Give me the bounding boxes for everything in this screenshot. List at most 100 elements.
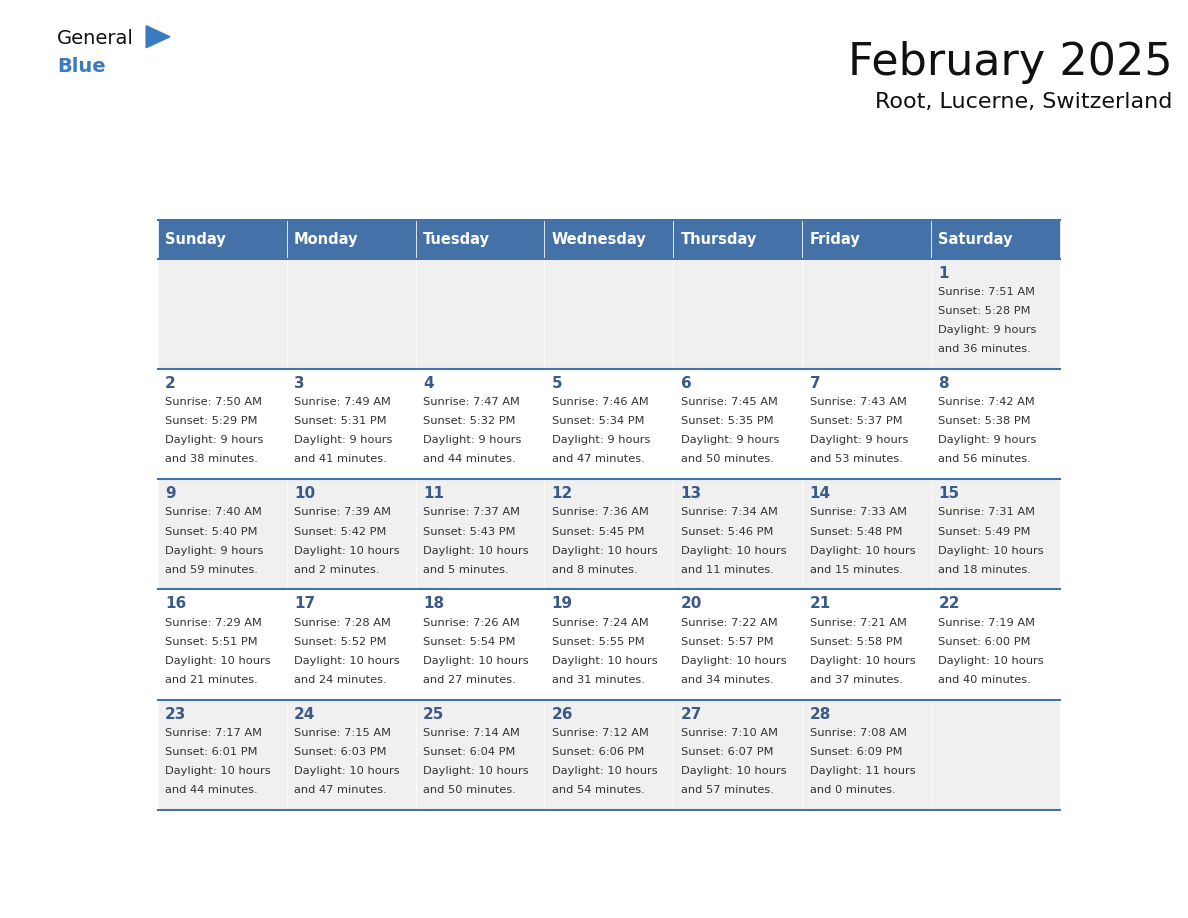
- Text: Sunrise: 7:34 AM: Sunrise: 7:34 AM: [681, 508, 777, 518]
- Text: Sunset: 5:37 PM: Sunset: 5:37 PM: [809, 416, 902, 426]
- Text: 27: 27: [681, 707, 702, 722]
- Text: 20: 20: [681, 597, 702, 611]
- Text: Sunrise: 7:43 AM: Sunrise: 7:43 AM: [809, 397, 906, 408]
- Text: 1: 1: [939, 265, 949, 281]
- Text: and 18 minutes.: and 18 minutes.: [939, 565, 1031, 575]
- Text: and 11 minutes.: and 11 minutes.: [681, 565, 773, 575]
- Text: Daylight: 10 hours: Daylight: 10 hours: [809, 655, 915, 666]
- Text: and 50 minutes.: and 50 minutes.: [423, 785, 516, 795]
- Bar: [416, 589, 544, 700]
- Bar: [931, 589, 1060, 700]
- Text: 25: 25: [423, 707, 444, 722]
- Text: General: General: [57, 29, 134, 49]
- Text: Daylight: 10 hours: Daylight: 10 hours: [423, 655, 529, 666]
- Bar: [802, 369, 931, 479]
- Text: Sunrise: 7:19 AM: Sunrise: 7:19 AM: [939, 618, 1036, 628]
- Text: and 41 minutes.: and 41 minutes.: [293, 454, 387, 465]
- Text: Daylight: 10 hours: Daylight: 10 hours: [551, 655, 657, 666]
- Text: Sunset: 6:01 PM: Sunset: 6:01 PM: [165, 747, 258, 757]
- Text: Sunrise: 7:40 AM: Sunrise: 7:40 AM: [165, 508, 261, 518]
- Text: Sunrise: 7:08 AM: Sunrise: 7:08 AM: [809, 728, 906, 738]
- Text: Sunrise: 7:14 AM: Sunrise: 7:14 AM: [423, 728, 519, 738]
- Text: and 27 minutes.: and 27 minutes.: [423, 675, 516, 685]
- Text: 19: 19: [551, 597, 573, 611]
- Text: 18: 18: [423, 597, 444, 611]
- Bar: [674, 700, 802, 810]
- Text: Sunrise: 7:12 AM: Sunrise: 7:12 AM: [551, 728, 649, 738]
- Text: and 59 minutes.: and 59 minutes.: [165, 565, 258, 575]
- Text: 10: 10: [293, 487, 315, 501]
- Text: 21: 21: [809, 597, 830, 611]
- Bar: [158, 259, 286, 369]
- Text: Sunrise: 7:33 AM: Sunrise: 7:33 AM: [809, 508, 906, 518]
- Text: and 38 minutes.: and 38 minutes.: [165, 454, 258, 465]
- Text: and 47 minutes.: and 47 minutes.: [551, 454, 645, 465]
- Text: Sunset: 6:03 PM: Sunset: 6:03 PM: [293, 747, 386, 757]
- Text: Sunrise: 7:17 AM: Sunrise: 7:17 AM: [165, 728, 263, 738]
- Text: Sunrise: 7:45 AM: Sunrise: 7:45 AM: [681, 397, 777, 408]
- Text: Daylight: 9 hours: Daylight: 9 hours: [293, 435, 392, 445]
- Bar: [544, 479, 674, 589]
- Text: Sunset: 5:34 PM: Sunset: 5:34 PM: [551, 416, 644, 426]
- Text: Sunrise: 7:28 AM: Sunrise: 7:28 AM: [293, 618, 391, 628]
- Bar: [544, 589, 674, 700]
- Text: 6: 6: [681, 376, 691, 391]
- Text: Daylight: 10 hours: Daylight: 10 hours: [939, 655, 1044, 666]
- Text: 4: 4: [423, 376, 434, 391]
- Text: and 34 minutes.: and 34 minutes.: [681, 675, 773, 685]
- Text: Sunset: 6:00 PM: Sunset: 6:00 PM: [939, 637, 1031, 647]
- Text: Sunset: 5:54 PM: Sunset: 5:54 PM: [423, 637, 516, 647]
- Text: Daylight: 10 hours: Daylight: 10 hours: [423, 767, 529, 776]
- Text: Sunset: 5:49 PM: Sunset: 5:49 PM: [939, 527, 1031, 536]
- Bar: [158, 219, 286, 259]
- Text: and 15 minutes.: and 15 minutes.: [809, 565, 903, 575]
- Text: Sunset: 5:32 PM: Sunset: 5:32 PM: [423, 416, 516, 426]
- Text: Sunrise: 7:46 AM: Sunrise: 7:46 AM: [551, 397, 649, 408]
- Bar: [802, 259, 931, 369]
- Text: and 53 minutes.: and 53 minutes.: [809, 454, 903, 465]
- Text: Sunrise: 7:49 AM: Sunrise: 7:49 AM: [293, 397, 391, 408]
- Text: 16: 16: [165, 597, 187, 611]
- Text: and 40 minutes.: and 40 minutes.: [939, 675, 1031, 685]
- Text: Sunrise: 7:51 AM: Sunrise: 7:51 AM: [939, 287, 1036, 297]
- Text: Daylight: 10 hours: Daylight: 10 hours: [293, 545, 399, 555]
- Bar: [802, 700, 931, 810]
- Text: 24: 24: [293, 707, 315, 722]
- Text: Sunset: 5:38 PM: Sunset: 5:38 PM: [939, 416, 1031, 426]
- Text: Daylight: 10 hours: Daylight: 10 hours: [551, 767, 657, 776]
- Text: Sunset: 5:28 PM: Sunset: 5:28 PM: [939, 306, 1031, 316]
- Bar: [802, 589, 931, 700]
- Bar: [544, 219, 674, 259]
- Text: Sunrise: 7:22 AM: Sunrise: 7:22 AM: [681, 618, 777, 628]
- Text: and 0 minutes.: and 0 minutes.: [809, 785, 896, 795]
- Text: Sunrise: 7:42 AM: Sunrise: 7:42 AM: [939, 397, 1035, 408]
- Bar: [416, 259, 544, 369]
- Text: Sunset: 6:04 PM: Sunset: 6:04 PM: [423, 747, 516, 757]
- Text: and 44 minutes.: and 44 minutes.: [165, 785, 258, 795]
- Text: Sunset: 5:35 PM: Sunset: 5:35 PM: [681, 416, 773, 426]
- Bar: [286, 700, 416, 810]
- Text: and 36 minutes.: and 36 minutes.: [939, 344, 1031, 354]
- Text: Thursday: Thursday: [681, 231, 757, 247]
- Bar: [416, 479, 544, 589]
- Text: and 37 minutes.: and 37 minutes.: [809, 675, 903, 685]
- Text: Sunset: 6:06 PM: Sunset: 6:06 PM: [551, 747, 644, 757]
- Text: Sunset: 5:58 PM: Sunset: 5:58 PM: [809, 637, 902, 647]
- Text: 13: 13: [681, 487, 702, 501]
- Bar: [931, 219, 1060, 259]
- Text: 26: 26: [551, 707, 574, 722]
- Text: Daylight: 10 hours: Daylight: 10 hours: [165, 767, 271, 776]
- Bar: [931, 369, 1060, 479]
- Bar: [416, 700, 544, 810]
- Text: 9: 9: [165, 487, 176, 501]
- Text: 8: 8: [939, 376, 949, 391]
- Text: and 56 minutes.: and 56 minutes.: [939, 454, 1031, 465]
- Text: 3: 3: [293, 376, 304, 391]
- Text: Sunset: 5:46 PM: Sunset: 5:46 PM: [681, 527, 773, 536]
- Text: and 54 minutes.: and 54 minutes.: [551, 785, 645, 795]
- Text: Sunset: 5:42 PM: Sunset: 5:42 PM: [293, 527, 386, 536]
- Text: Root, Lucerne, Switzerland: Root, Lucerne, Switzerland: [876, 92, 1173, 112]
- Text: Sunrise: 7:47 AM: Sunrise: 7:47 AM: [423, 397, 519, 408]
- Text: February 2025: February 2025: [848, 41, 1173, 84]
- Text: Blue: Blue: [57, 57, 106, 76]
